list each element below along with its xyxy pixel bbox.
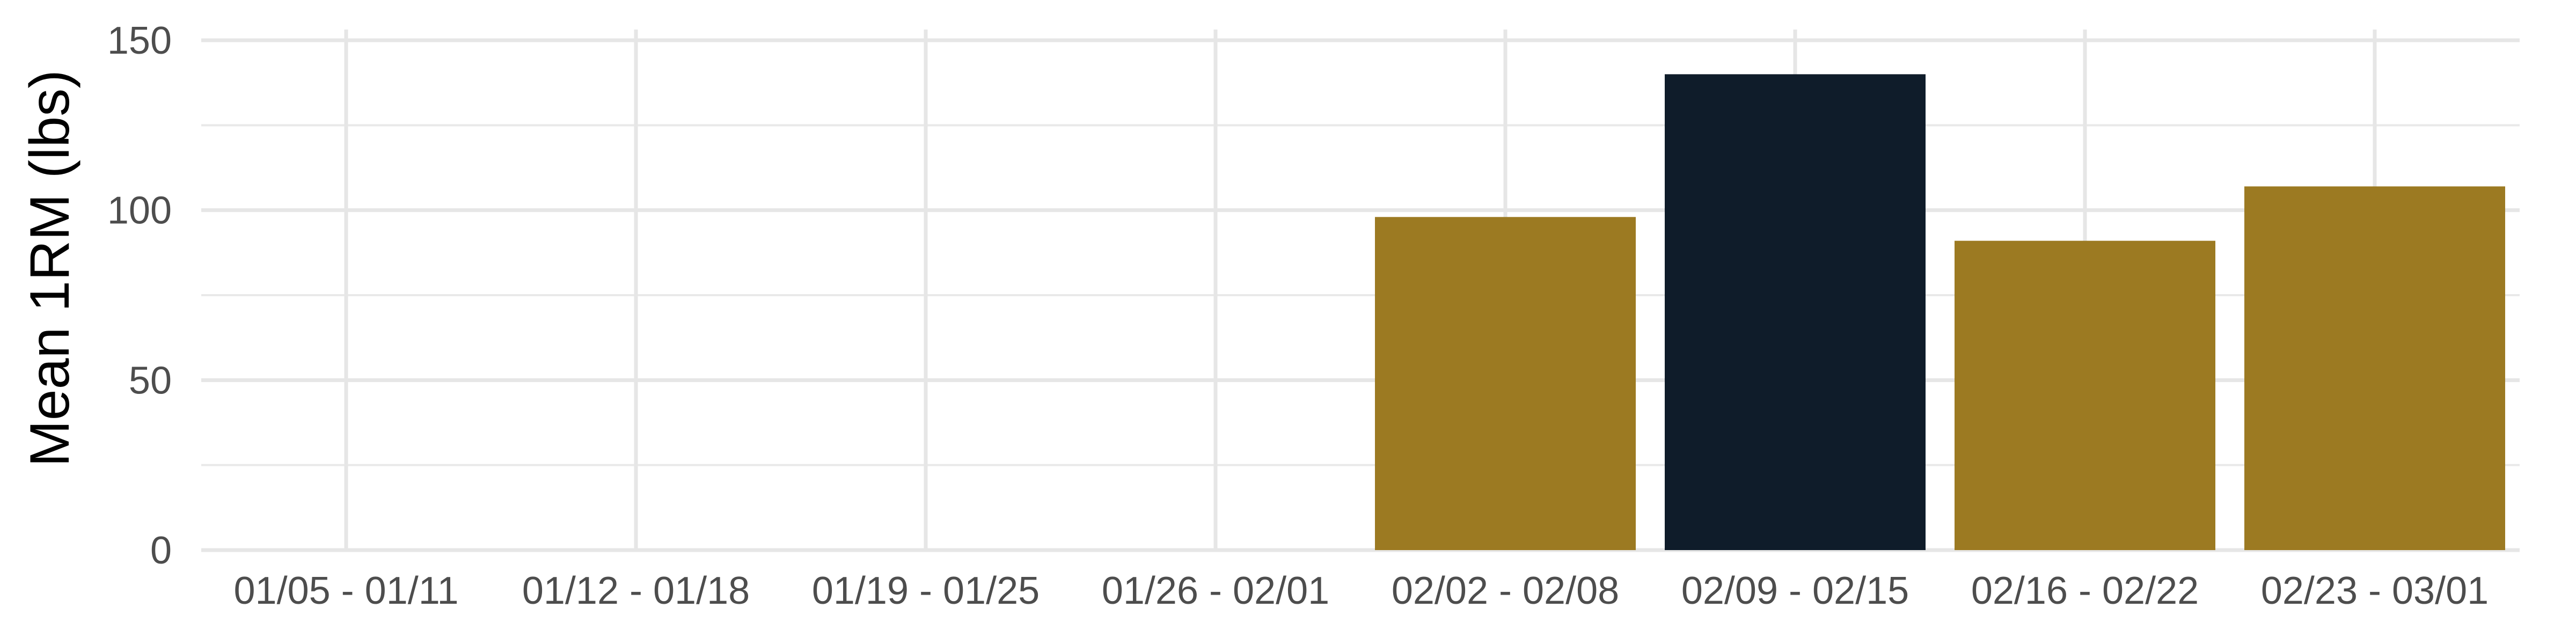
y-tick-label: 150 (107, 19, 172, 62)
x-tick-label: 01/26 - 02/01 (1102, 569, 1329, 612)
x-tick-label: 01/12 - 01/18 (522, 569, 750, 612)
y-tick-label: 0 (150, 529, 172, 572)
y-axis-ticks: 0 50 100 150 (107, 19, 172, 572)
x-tick-label: 01/05 - 01/11 (234, 569, 459, 612)
x-tick-label: 02/23 - 03/01 (2261, 569, 2489, 612)
bar-4 (1375, 217, 1636, 550)
y-axis-title: Mean 1RM (lbs) (19, 70, 81, 467)
bar-6 (1955, 240, 2215, 551)
x-tick-label: 01/19 - 01/25 (812, 569, 1040, 612)
y-tick-label: 50 (129, 359, 172, 402)
bar-7 (2244, 186, 2505, 550)
x-axis-ticks: 01/05 - 01/11 01/12 - 01/18 01/19 - 01/25 0… (234, 569, 2489, 612)
y-tick-label: 100 (107, 189, 172, 232)
bar-5 (1665, 74, 1926, 551)
x-tick-label: 02/16 - 02/22 (1971, 569, 2199, 612)
x-tick-label: 02/02 - 02/08 (1392, 569, 1619, 612)
bars (1375, 74, 2505, 551)
x-tick-label: 02/09 - 02/15 (1681, 569, 1909, 612)
